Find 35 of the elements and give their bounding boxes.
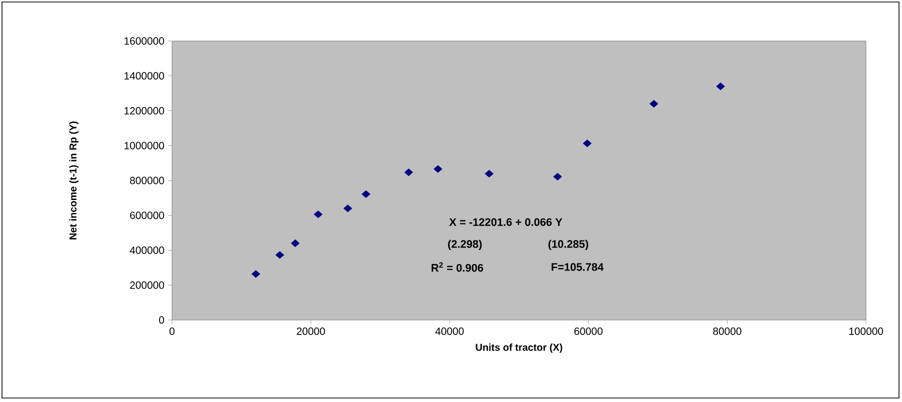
y-axis-title: Net income (t-1) in Rp (Y) [69,121,78,240]
y-tick-label: 800000 [130,176,164,184]
point [434,165,442,173]
point [553,172,562,180]
x-tick-label: 0 [170,328,175,335]
y-tick-label: 400000 [130,246,164,254]
annotation: (2.298) [448,240,482,250]
point [362,190,370,198]
y-tick-label: 1600000 [124,37,164,45]
y-tick-label: 600000 [130,212,164,220]
annotation: (10.285) [548,240,588,250]
annotation: F=105.784 [552,263,604,271]
x-tick-label: 40000 [435,328,464,335]
point [649,100,658,108]
y-tick-label: 1000000 [124,142,164,150]
point [582,140,592,148]
y-tick-label: 1200000 [124,107,164,114]
point [343,204,352,212]
x-tick-label: 60000 [574,328,603,335]
annotation: R$^{2}$ = 0.906 [432,262,484,272]
y-tick-label: 200000 [130,281,164,289]
point [251,270,260,278]
point [314,210,323,218]
x-tick-label: 80000 [713,328,742,335]
y-tick-label: 0 [159,316,164,324]
x-tick-label: 100000 [849,328,884,335]
point [484,170,494,178]
x-axis-title: Units of tractor (X) [476,344,562,353]
y-tick-label: 1400000 [124,72,164,80]
point [716,82,725,90]
point [404,168,414,176]
point [290,239,300,248]
point [275,251,284,259]
annotation: X = -12201.6 + 0.066 Y [449,218,562,226]
x-tick-label: 20000 [296,328,325,335]
